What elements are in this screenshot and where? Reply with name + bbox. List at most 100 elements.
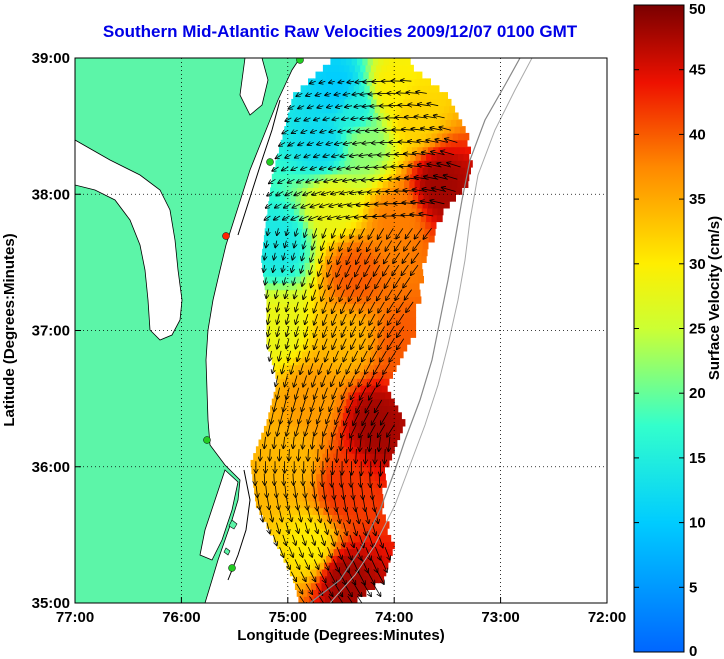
velocity-cell: [328, 487, 335, 495]
velocity-cell: [275, 385, 282, 393]
velocity-cell: [335, 132, 342, 141]
velocity-cell: [406, 241, 413, 250]
velocity-cell: [442, 92, 448, 100]
velocity-cell: [353, 85, 360, 93]
velocity-cell: [271, 173, 278, 182]
velocity-vector: [360, 313, 366, 325]
velocity-cell: [349, 350, 356, 359]
velocity-vector: [368, 228, 375, 239]
velocity-cell: [399, 214, 406, 223]
velocity-cell: [281, 180, 288, 188]
velocity-cell: [358, 126, 365, 134]
velocity-cell: [337, 269, 344, 277]
velocity-cell: [307, 528, 314, 536]
velocity-cell: [314, 310, 321, 318]
station-marker-alert: [222, 232, 230, 240]
velocity-vector: [389, 350, 397, 362]
velocity-cell: [271, 296, 278, 304]
velocity-cell: [328, 139, 335, 148]
velocity-cell: [351, 92, 358, 100]
velocity-cell: [277, 446, 284, 454]
velocity-cell: [335, 541, 342, 550]
velocity-cell: [419, 180, 426, 188]
velocity-cell: [304, 207, 311, 216]
velocity-vector: [319, 571, 326, 583]
velocity-vector: [308, 448, 309, 461]
velocity-cell: [294, 207, 300, 216]
velocity-cell: [275, 487, 282, 495]
velocity-vector: [311, 534, 315, 545]
velocity-cell: [378, 459, 385, 468]
velocity-cell: [413, 228, 420, 236]
velocity-cell: [457, 180, 464, 188]
velocity-cell: [386, 64, 393, 73]
velocity-cell: [356, 289, 362, 297]
velocity-cell: [342, 534, 349, 543]
velocity-cell: [415, 214, 422, 223]
velocity-cell: [282, 500, 289, 509]
velocity-cell: [312, 371, 319, 379]
velocity-cell: [314, 459, 321, 468]
velocity-vector: [364, 264, 371, 276]
velocity-cell: [321, 364, 328, 372]
velocity-cell: [353, 364, 360, 372]
velocity-cell: [319, 419, 326, 427]
velocity-cell: [264, 507, 271, 515]
velocity-cell: [319, 323, 326, 332]
velocity-cell: [310, 105, 317, 114]
velocity-cell: [287, 173, 294, 182]
velocity-cell: [396, 241, 402, 250]
velocity-cell: [307, 371, 314, 379]
velocity-cell: [291, 487, 298, 495]
velocity-cell: [343, 276, 350, 284]
velocity-cell: [435, 98, 441, 107]
velocity-cell: [401, 241, 408, 250]
velocity-cell: [287, 255, 294, 263]
velocity-cell: [345, 289, 352, 297]
velocity-cell: [306, 480, 313, 488]
velocity-cell: [267, 248, 274, 257]
velocity-cell: [370, 425, 377, 434]
velocity-cell: [357, 500, 363, 509]
velocity-vector: [298, 546, 303, 557]
velocity-cell: [435, 180, 442, 188]
y-tick-label: 39:00: [32, 50, 70, 67]
velocity-cell: [322, 453, 329, 461]
velocity-cell: [309, 330, 315, 338]
velocity-cell: [308, 562, 314, 570]
velocity-vector: [384, 448, 385, 464]
velocity-cell: [364, 514, 370, 522]
velocity-cell: [411, 248, 417, 257]
velocity-cell: [420, 173, 427, 182]
velocity-vector: [326, 412, 332, 423]
velocity-vector: [373, 498, 375, 511]
velocity-cell: [385, 105, 392, 114]
velocity-vector: [332, 118, 340, 120]
velocity-cell: [294, 167, 301, 175]
velocity-vector: [375, 399, 383, 412]
velocity-cell: [383, 323, 390, 332]
velocity-cell: [366, 289, 373, 297]
velocity-cell: [281, 221, 288, 229]
velocity-vector: [356, 448, 357, 463]
velocity-cell: [369, 146, 376, 154]
velocity-vector: [336, 106, 343, 108]
velocity-cell: [410, 310, 417, 318]
velocity-cell: [266, 296, 273, 304]
pamlico-sound: [199, 469, 239, 561]
velocity-cell: [289, 146, 296, 154]
velocity-cell: [443, 126, 450, 134]
velocity-vector: [339, 289, 345, 302]
velocity-cell: [332, 514, 338, 522]
velocity-vector: [416, 92, 427, 94]
velocity-vector: [303, 436, 304, 449]
velocity-cell: [286, 282, 292, 291]
velocity-cell: [355, 282, 362, 291]
velocity-cell: [403, 160, 409, 168]
velocity-cell: [292, 289, 299, 297]
velocity-cell: [379, 248, 385, 257]
velocity-cell: [287, 378, 294, 386]
velocity-cell: [415, 132, 422, 141]
velocity-cell: [293, 323, 299, 332]
velocity-cell: [358, 167, 365, 175]
